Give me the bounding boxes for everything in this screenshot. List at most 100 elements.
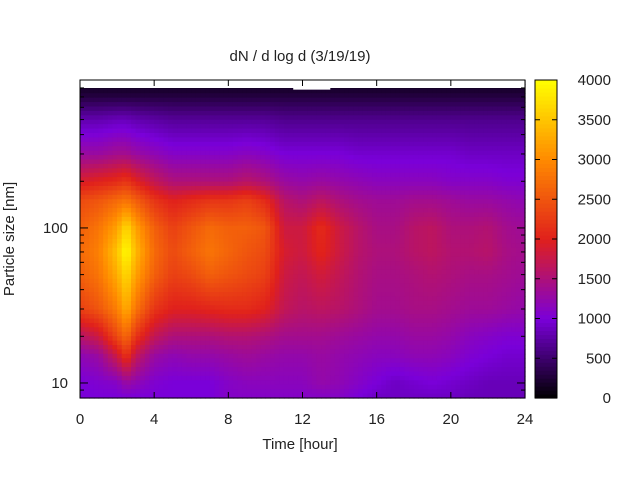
heatmap-cell (80, 128, 86, 134)
heatmap-cell (409, 115, 415, 121)
heatmap-cell (130, 181, 137, 187)
heatmap-cell (501, 234, 508, 240)
heatmap-cell (117, 168, 123, 174)
heatmap-cell (93, 283, 100, 289)
heatmap-cell (390, 172, 396, 178)
heatmap-cell (358, 181, 364, 187)
heatmap-cell (93, 128, 100, 134)
heatmap-cell (487, 221, 494, 227)
heatmap-cell (436, 287, 443, 293)
heatmap-cell (307, 115, 313, 121)
heatmap-cell (381, 243, 387, 249)
heatmap-cell (325, 261, 331, 267)
heatmap-cell (404, 181, 410, 187)
heatmap-cell (168, 269, 174, 275)
heatmap-cell (80, 256, 86, 262)
heatmap-cell (344, 190, 350, 196)
heatmap-cell (84, 199, 90, 205)
heatmap-cell (89, 128, 95, 134)
heatmap-cell (348, 128, 355, 134)
heatmap-cell (353, 137, 359, 143)
heatmap-cell (492, 300, 498, 306)
heatmap-cell (168, 296, 174, 302)
heatmap-cell (302, 137, 308, 143)
heatmap-cell (483, 168, 489, 174)
heatmap-cell (246, 225, 253, 231)
heatmap-cell (195, 230, 202, 236)
heatmap-cell (205, 102, 211, 108)
heatmap-cell (279, 300, 285, 306)
heatmap-cell (297, 216, 304, 222)
heatmap-cell (293, 212, 299, 218)
heatmap-cell (107, 221, 114, 227)
heatmap-cell (251, 225, 257, 231)
heatmap-cell (362, 261, 368, 267)
heatmap-cell (297, 155, 304, 161)
heatmap-cell (270, 269, 276, 275)
heatmap-cell (321, 243, 327, 249)
heatmap-cell (520, 128, 526, 134)
heatmap-cell (93, 199, 100, 205)
heatmap-cell (297, 159, 304, 165)
heatmap-cell (126, 230, 132, 236)
heatmap-cell (265, 278, 271, 284)
heatmap-cell (455, 296, 461, 302)
heatmap-cell (441, 225, 447, 231)
heatmap-cell (195, 124, 202, 130)
heatmap-cell (474, 283, 480, 289)
heatmap-cell (177, 146, 183, 152)
heatmap-cell (464, 106, 470, 112)
heatmap-cell (149, 128, 155, 134)
heatmap-cell (172, 296, 178, 302)
heatmap-cell (469, 163, 475, 169)
heatmap-cell (506, 124, 512, 130)
heatmap-cell (492, 252, 498, 258)
heatmap-cell (279, 296, 285, 302)
heatmap-cell (474, 243, 480, 249)
heatmap-cell (483, 115, 489, 121)
heatmap-cell (450, 115, 457, 121)
heatmap-cell (358, 141, 364, 147)
heatmap-cell (348, 225, 355, 231)
heatmap-cell (297, 186, 304, 192)
heatmap-cell (117, 110, 123, 116)
heatmap-cell (117, 287, 123, 293)
heatmap-cell (334, 225, 341, 231)
heatmap-cell (195, 150, 202, 156)
heatmap-cell (474, 128, 480, 134)
heatmap-cell (515, 256, 521, 262)
heatmap-cell (483, 93, 489, 99)
heatmap-cell (469, 203, 475, 209)
heatmap-cell (144, 102, 151, 108)
heatmap-cell (89, 194, 95, 200)
heatmap-cell (483, 194, 489, 200)
heatmap-cell (511, 261, 517, 267)
heatmap-cell (427, 97, 433, 103)
heatmap-cell (381, 190, 387, 196)
heatmap-cell (515, 230, 521, 236)
heatmap-cell (149, 199, 155, 205)
heatmap-cell (404, 97, 410, 103)
heatmap-cell (511, 292, 517, 298)
heatmap-cell (372, 265, 378, 271)
heatmap-cell (200, 102, 206, 108)
heatmap-cell (177, 252, 183, 258)
heatmap-cell (325, 194, 331, 200)
heatmap-cell (334, 163, 341, 169)
heatmap-cell (172, 155, 178, 161)
heatmap-cell (293, 115, 299, 121)
heatmap-cell (395, 199, 401, 205)
heatmap-cell (140, 141, 146, 147)
heatmap-cell (311, 252, 318, 258)
heatmap-cell (297, 230, 304, 236)
heatmap-cell (107, 234, 114, 240)
heatmap-cell (149, 93, 155, 99)
heatmap-cell (163, 155, 169, 161)
heatmap-cell (501, 163, 508, 169)
heatmap-cell (297, 181, 304, 187)
heatmap-cell (168, 159, 174, 165)
heatmap-cell (506, 256, 512, 262)
heatmap-cell (205, 159, 211, 165)
heatmap-cell (191, 155, 197, 161)
